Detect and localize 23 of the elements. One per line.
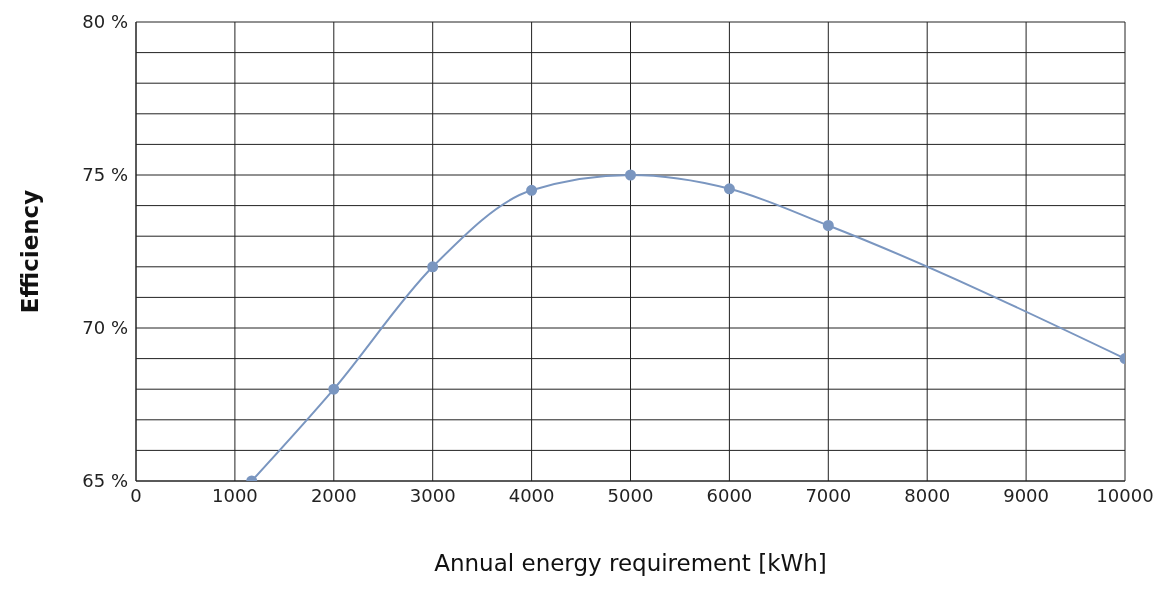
y-tick-label: 70 % — [82, 317, 128, 339]
point — [625, 169, 636, 181]
x-tick-label: 0 — [130, 484, 142, 506]
x-tick-label: 10000 — [1096, 484, 1154, 506]
x-tick-label: 9000 — [1003, 484, 1050, 506]
y-tick-label: 65 % — [82, 470, 128, 492]
x-tick-label: 6000 — [706, 484, 753, 506]
x-tick-label: 4000 — [508, 484, 555, 506]
x-tick-label: 5000 — [607, 484, 654, 506]
x-axis-title: Annual energy requirement [kWh] — [434, 550, 827, 576]
point — [427, 261, 439, 273]
y-axis-title: Efficiency — [17, 189, 44, 314]
point — [328, 383, 340, 395]
x-tick-label: 7000 — [805, 484, 852, 506]
x-tick-label: 8000 — [904, 484, 951, 506]
x-tick-label: 1000 — [211, 484, 258, 506]
point — [822, 219, 834, 231]
y-tick-label: 80 % — [82, 11, 128, 33]
x-tick-label: 2000 — [310, 484, 357, 506]
x-tick-label: 3000 — [409, 484, 456, 506]
point — [723, 183, 735, 195]
point — [526, 184, 538, 196]
y-tick-label: 75 % — [82, 164, 128, 186]
